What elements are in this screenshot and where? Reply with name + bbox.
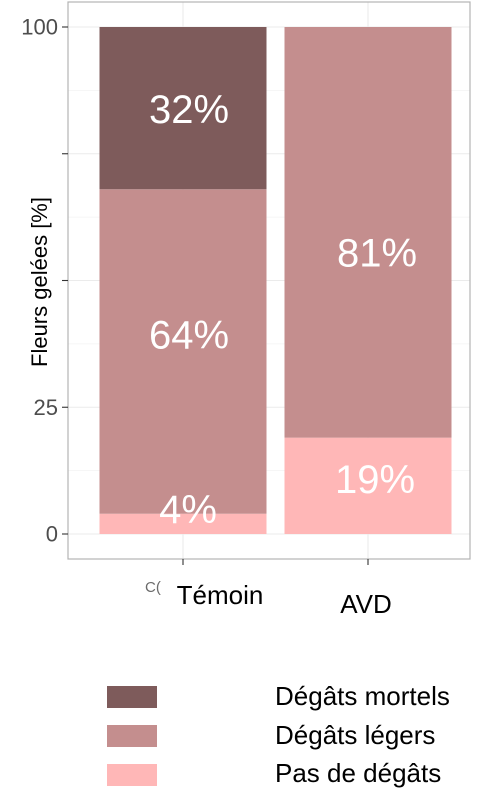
y-axis-title: Fleurs gelées [%] xyxy=(27,197,52,367)
x-axis xyxy=(182,559,369,565)
bar-label-pas-de-degats-avd: 19% xyxy=(335,458,415,502)
y-tick-label-100: 100 xyxy=(21,15,58,40)
legend-label-pas-de-degats: Pas de dégâts xyxy=(275,758,441,788)
bar-degats-legers-temoin xyxy=(99,189,267,514)
x-axis-stray-text: C( xyxy=(145,579,161,596)
legend-swatch-degats-legers xyxy=(107,725,157,747)
legend-item-degats-legers: Dégâts légers xyxy=(107,720,435,750)
bar-pas-de-degats-temoin xyxy=(99,513,267,534)
bar-degats-legers-avd xyxy=(284,27,452,438)
legend-label-degats-legers: Dégâts légers xyxy=(275,720,435,750)
bar-pas-de-degats-avd xyxy=(284,437,452,534)
legend-swatch-degats-mortels xyxy=(107,686,157,708)
x-tick-label-temoin: Témoin xyxy=(177,580,264,610)
y-tick-label-0: 0 xyxy=(46,522,58,547)
bar-label-degats-mortels-temoin: 32% xyxy=(149,88,229,132)
bar-label-degats-legers-avd: 81% xyxy=(337,231,417,275)
bar-value-labels: 4% 64% 32% 19% 81% xyxy=(149,88,417,532)
y-tick-label-25: 25 xyxy=(34,395,58,420)
bars xyxy=(99,27,452,534)
x-tick-label-avd: AVD xyxy=(340,589,392,619)
legend-item-degats-mortels: Dégâts mortels xyxy=(107,681,450,711)
bar-label-pas-de-degats-temoin: 4% xyxy=(159,488,217,532)
y-axis: 0 25 100 xyxy=(21,15,68,547)
legend: Dégâts mortels Dégâts légers Pas de dégâ… xyxy=(107,681,450,788)
legend-swatch-pas-de-degats xyxy=(107,764,157,786)
bar-label-degats-legers-temoin: 64% xyxy=(149,313,229,357)
legend-item-pas-de-degats: Pas de dégâts xyxy=(107,758,441,788)
bar-degats-mortels-temoin xyxy=(99,27,267,190)
legend-label-degats-mortels: Dégâts mortels xyxy=(275,681,450,711)
